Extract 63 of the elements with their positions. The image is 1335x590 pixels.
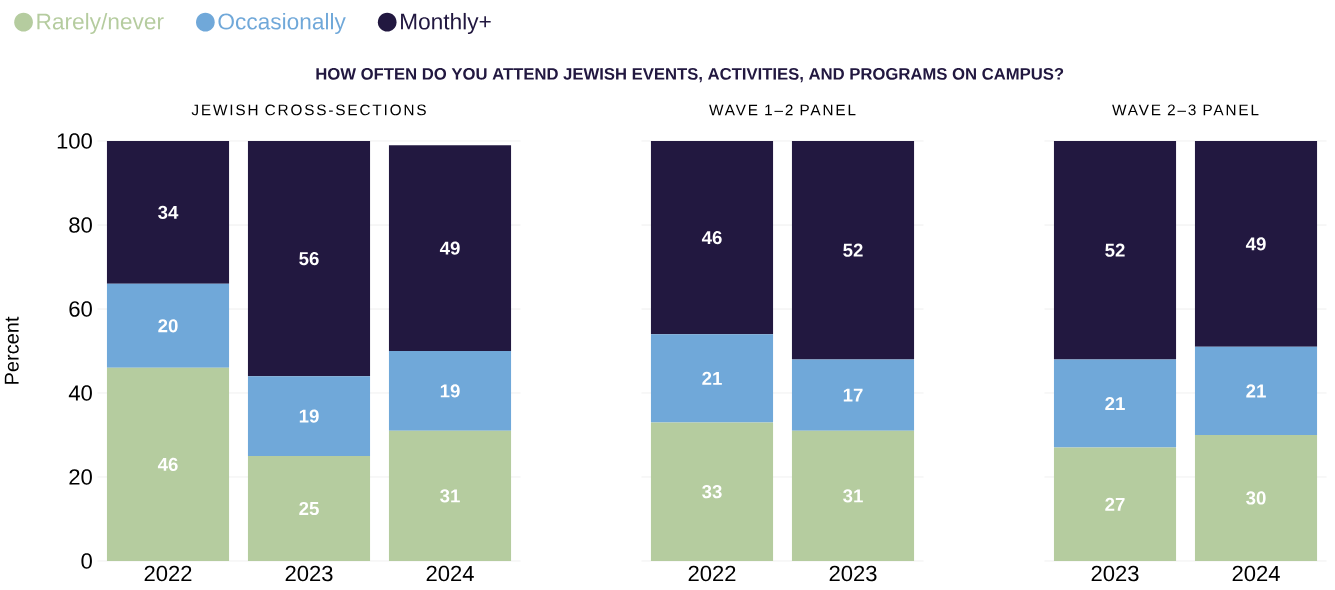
legend-label: Occasionally bbox=[218, 12, 346, 35]
data-label: 31 bbox=[440, 489, 460, 503]
bar bbox=[1053, 359, 1177, 448]
x-tick-label: 2023 bbox=[285, 565, 333, 582]
x-tick-label: 2023 bbox=[1091, 565, 1139, 582]
bar bbox=[791, 430, 915, 561]
data-label: 46 bbox=[701, 230, 722, 245]
legend-label: Monthly+ bbox=[401, 12, 491, 35]
data-label: 21 bbox=[1246, 384, 1266, 398]
data-label: 19 bbox=[299, 409, 319, 423]
data-label: 31 bbox=[843, 489, 863, 503]
x-tick-label: 2022 bbox=[144, 565, 192, 582]
data-label: 49 bbox=[439, 241, 460, 255]
bar bbox=[1053, 447, 1177, 561]
data-label: 19 bbox=[440, 384, 460, 398]
legend-label: Rarely/never bbox=[37, 12, 164, 35]
chart-title: WAVE 1–2 PANEL bbox=[709, 104, 856, 116]
y-axis-title: Percent bbox=[4, 316, 19, 384]
x-tick-label: 2023 bbox=[829, 565, 877, 582]
data-label: 52 bbox=[843, 243, 863, 257]
bar bbox=[247, 456, 371, 561]
y-tick-label: 0 bbox=[81, 553, 92, 569]
bar bbox=[247, 376, 371, 456]
bar bbox=[791, 141, 915, 360]
bar bbox=[388, 351, 512, 431]
data-label: 21 bbox=[702, 371, 722, 385]
y-tick-label: 100 bbox=[57, 133, 92, 149]
bar bbox=[247, 141, 371, 377]
bar bbox=[791, 359, 915, 431]
bar bbox=[106, 367, 230, 561]
data-label: 46 bbox=[157, 457, 178, 472]
data-label: 56 bbox=[299, 251, 319, 266]
x-tick-label: 2024 bbox=[426, 565, 474, 582]
data-label: 25 bbox=[299, 501, 319, 516]
bar bbox=[1194, 141, 1318, 347]
data-label: 17 bbox=[843, 388, 863, 402]
y-tick-label: 80 bbox=[69, 217, 92, 233]
chart-title: WAVE 2–3 PANEL bbox=[1112, 104, 1259, 116]
x-tick-label: 2022 bbox=[688, 565, 736, 582]
bar bbox=[1194, 346, 1318, 435]
y-tick-label: 60 bbox=[69, 301, 92, 317]
data-label: 52 bbox=[1105, 243, 1125, 257]
data-label: 30 bbox=[1246, 491, 1266, 505]
bar bbox=[1194, 435, 1318, 561]
bar bbox=[650, 334, 774, 423]
bar bbox=[388, 430, 512, 561]
data-label: 34 bbox=[158, 205, 179, 220]
bar bbox=[388, 145, 512, 351]
bar bbox=[106, 283, 230, 368]
bar bbox=[1053, 141, 1177, 360]
bar bbox=[106, 141, 230, 284]
data-label: 27 bbox=[1105, 497, 1125, 511]
text: HOW OFTEN DO YOU ATTEND JEWISH EVENTS, ACTIVITIES, AND PROGRAMS ON CAMPUS? bbox=[316, 67, 1064, 83]
y-tick-label: 40 bbox=[68, 385, 92, 401]
bar bbox=[650, 141, 774, 335]
y-tick-label: 20 bbox=[69, 469, 92, 485]
data-label: 20 bbox=[158, 319, 178, 333]
x-tick-label: 2024 bbox=[1232, 565, 1280, 582]
data-label: 49 bbox=[1245, 237, 1266, 251]
data-label: 21 bbox=[1105, 396, 1125, 411]
chart-title: JEWISH CROSS-SECTIONS bbox=[191, 104, 426, 116]
bar bbox=[650, 422, 774, 561]
data-label: 33 bbox=[702, 485, 722, 499]
